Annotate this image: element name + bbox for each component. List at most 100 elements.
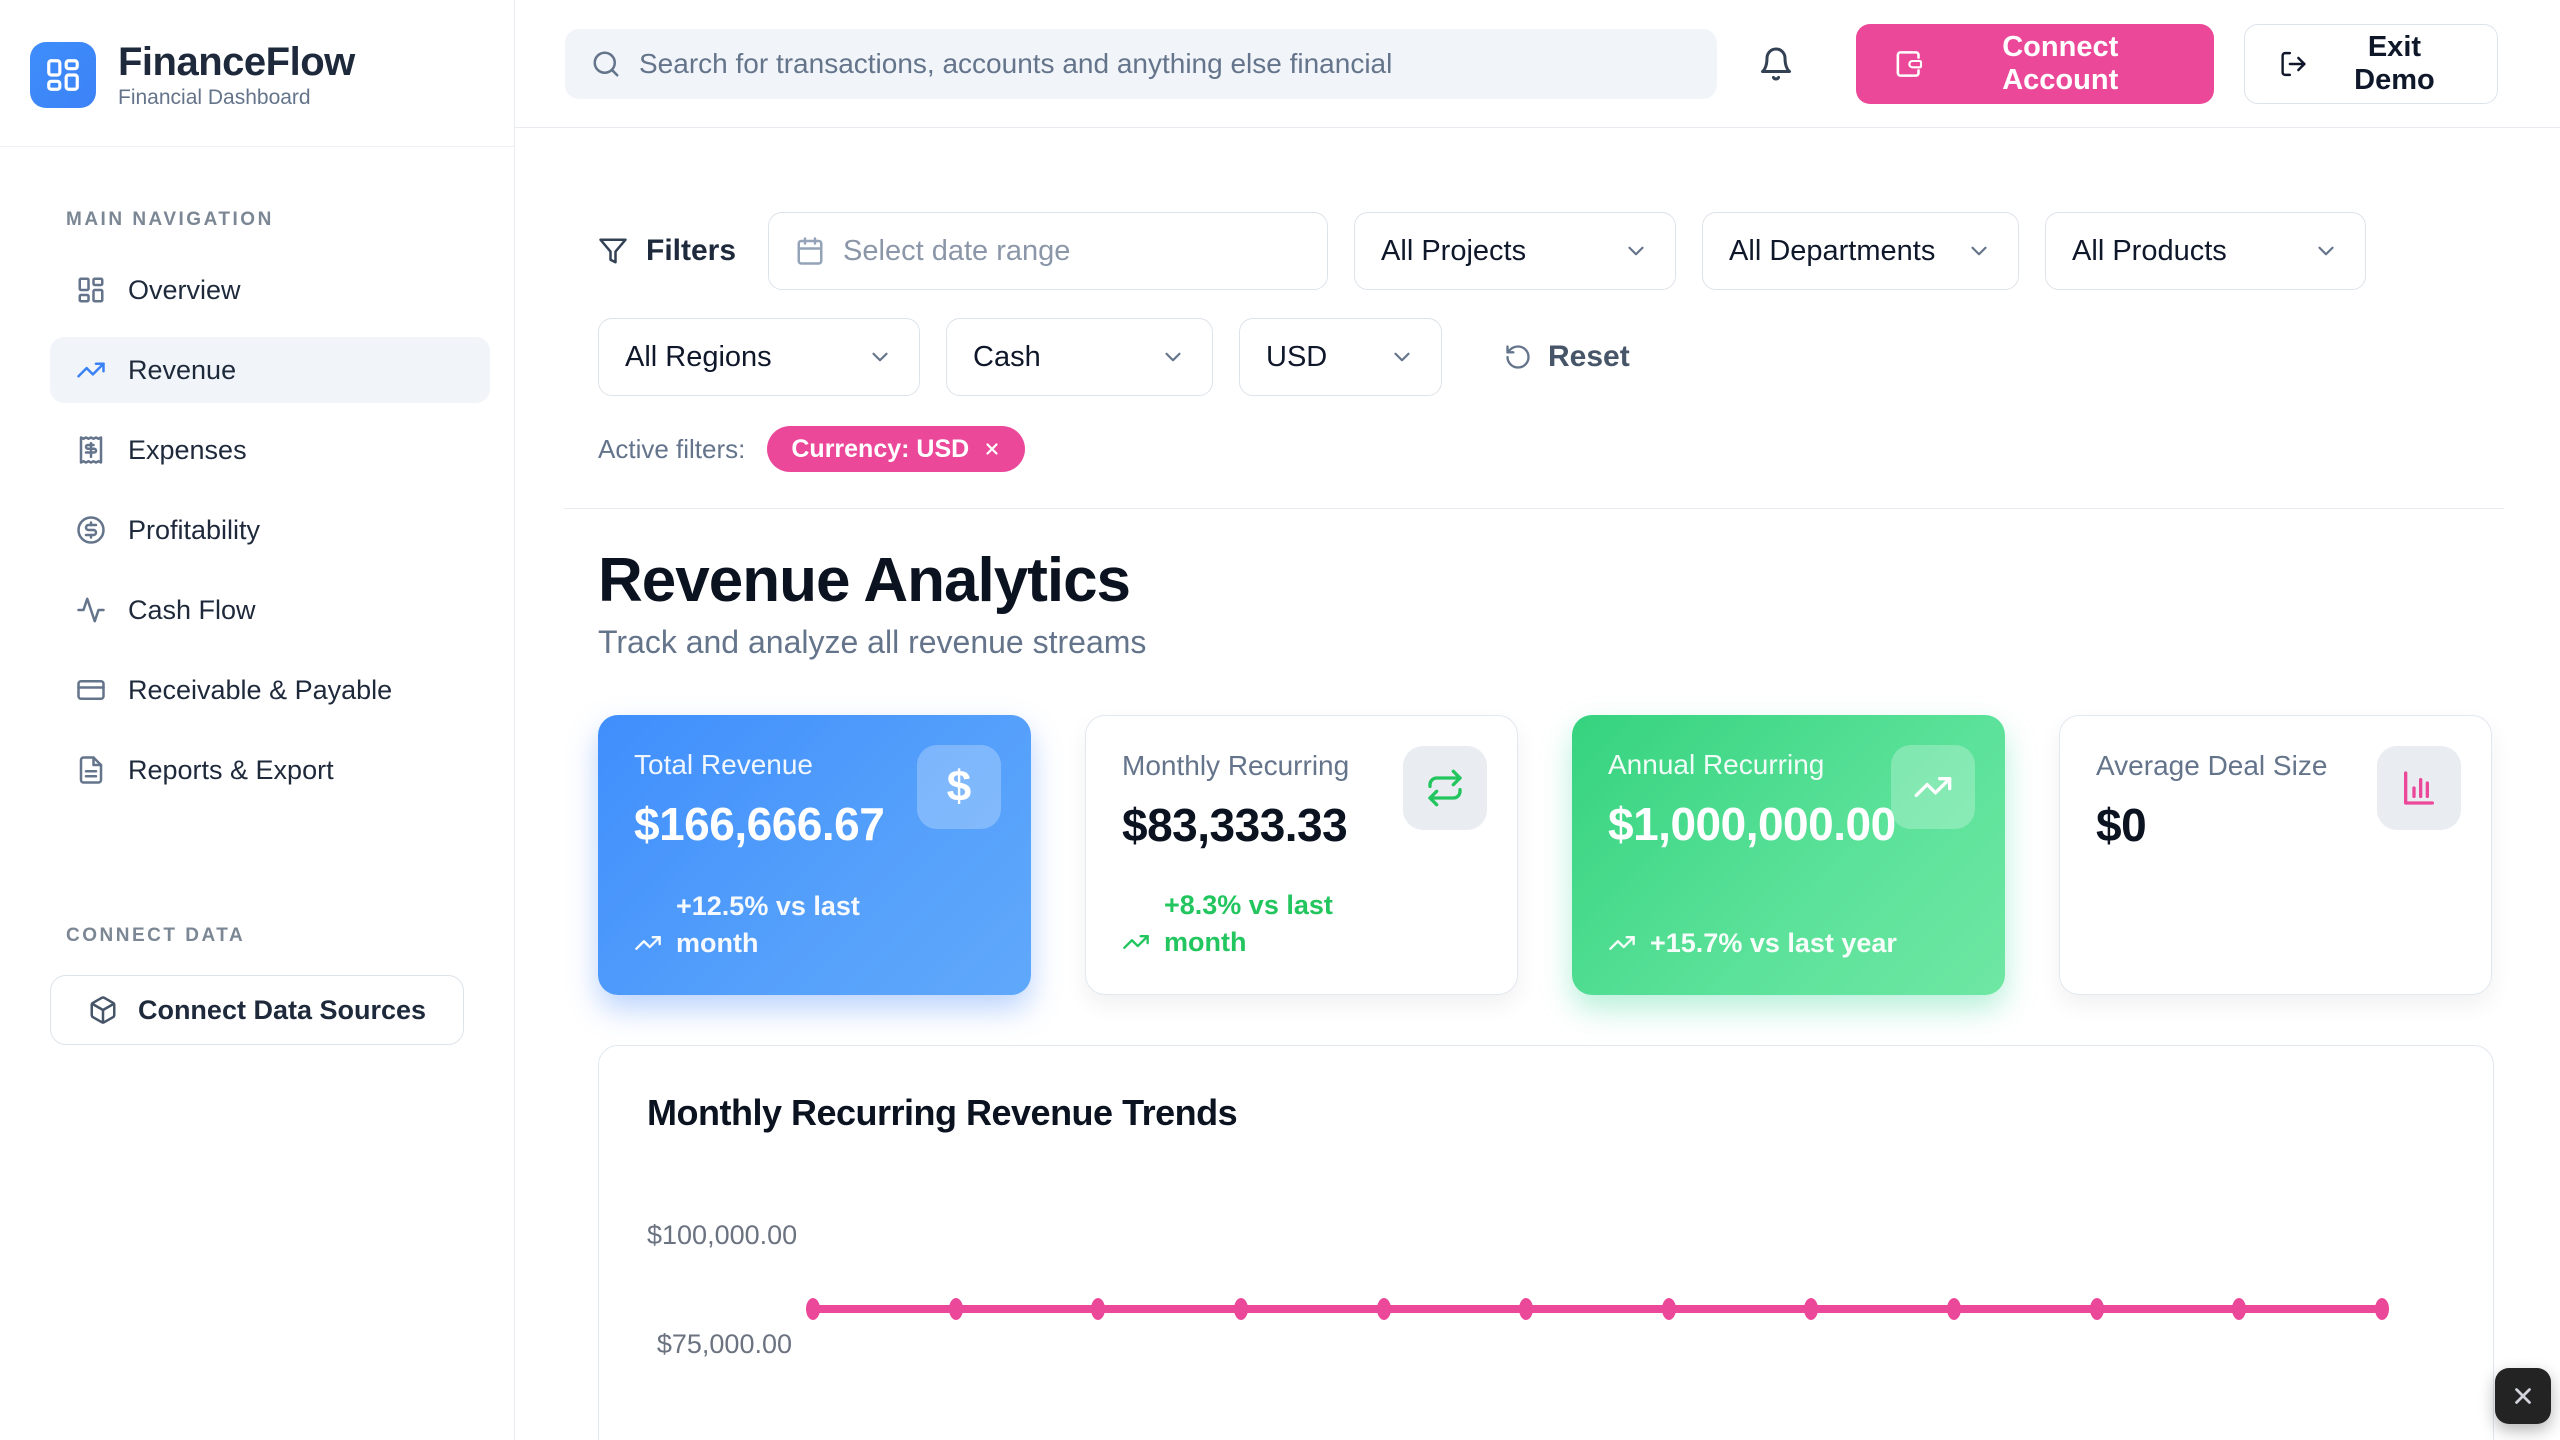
trending-up-icon bbox=[1891, 745, 1975, 829]
date-range-placeholder: Select date range bbox=[843, 234, 1071, 267]
credit-card-icon bbox=[76, 675, 106, 705]
repeat-icon bbox=[1403, 746, 1487, 830]
chart-title: Monthly Recurring Revenue Trends bbox=[647, 1092, 1238, 1133]
y-axis-tick-75000: $75,000.00 bbox=[656, 1329, 792, 1359]
log-out-icon bbox=[2281, 51, 2306, 76]
connect-account-label: Connect Account bbox=[2002, 30, 2119, 96]
chart-data-point bbox=[1947, 1298, 1961, 1320]
sidebar-item-label: Receivable & Payable bbox=[128, 674, 393, 705]
dollar-icon: $ bbox=[917, 745, 1001, 829]
main-navigation: Overview Revenue Expenses Profitability … bbox=[0, 257, 514, 817]
cube-icon bbox=[90, 996, 116, 1024]
page-title: Revenue Analytics bbox=[598, 546, 1131, 615]
account-type-filter-select[interactable]: Cash bbox=[946, 318, 1213, 396]
receipt-icon bbox=[76, 435, 106, 465]
connect-data-heading: CONNECT DATA bbox=[66, 925, 246, 946]
bar-chart-icon bbox=[2377, 746, 2461, 830]
reset-label: Reset bbox=[1548, 340, 1630, 373]
projects-filter-select[interactable]: All Projects bbox=[1354, 212, 1677, 290]
global-search[interactable] bbox=[565, 28, 1717, 99]
metric-label: Annual Recurring bbox=[1608, 749, 1825, 780]
app-subtitle: Financial Dashboard bbox=[118, 86, 311, 109]
search-icon bbox=[593, 51, 619, 76]
connect-account-button[interactable]: Connect Account bbox=[1855, 23, 2214, 104]
active-filter-chip-currency[interactable]: Currency: USD bbox=[767, 426, 1026, 472]
section-divider bbox=[564, 508, 2504, 509]
remove-filter-x-icon[interactable] bbox=[983, 440, 1001, 458]
activity-icon bbox=[76, 595, 106, 625]
chart-data-point bbox=[2232, 1298, 2247, 1320]
sidebar-item-overview[interactable]: Overview bbox=[50, 257, 490, 323]
sidebar-item-label: Profitability bbox=[128, 514, 261, 545]
metric-label: Total Revenue bbox=[634, 749, 814, 780]
chart-data-point bbox=[1091, 1298, 1106, 1320]
layout-dashboard-icon bbox=[76, 275, 106, 305]
nav-section-heading: MAIN NAVIGATION bbox=[66, 209, 274, 230]
calendar-icon bbox=[797, 237, 823, 265]
metric-change: +12.5% vs last month bbox=[634, 888, 934, 961]
chevron-down-icon bbox=[1165, 352, 1181, 362]
date-range-picker[interactable]: Select date range bbox=[768, 212, 1329, 290]
metric-change: +15.7% vs last year bbox=[1608, 925, 1988, 961]
sidebar: FinanceFlow Financial Dashboard MAIN NAV… bbox=[0, 0, 515, 1440]
products-filter-select[interactable]: All Products bbox=[2045, 212, 2367, 290]
notifications-bell-icon[interactable] bbox=[1755, 42, 1798, 86]
chevron-down-icon bbox=[1394, 352, 1410, 362]
trending-up-icon bbox=[635, 936, 661, 950]
departments-filter-select[interactable]: All Departments bbox=[1702, 212, 2020, 290]
regions-filter-select[interactable]: All Regions bbox=[598, 318, 920, 396]
chevron-down-icon bbox=[2318, 246, 2334, 256]
sidebar-item-revenue[interactable]: Revenue bbox=[50, 337, 490, 403]
metric-value: $0 bbox=[2096, 799, 2147, 851]
currency-filter-select[interactable]: USD bbox=[1239, 318, 1442, 396]
page-subtitle: Track and analyze all revenue streams bbox=[598, 624, 1147, 660]
chart-data-point bbox=[2089, 1298, 2104, 1320]
exit-demo-label: Exit Demo bbox=[2354, 30, 2435, 96]
floating-close-button[interactable] bbox=[2495, 1368, 2551, 1424]
metric-card-total-revenue: Total Revenue $166,666.67 +12.5% vs last… bbox=[598, 715, 1031, 995]
chip-label: Currency: USD bbox=[791, 434, 970, 463]
main-area: Connect Account Exit Demo Filters Select… bbox=[515, 0, 2560, 1440]
sidebar-item-expenses[interactable]: Expenses bbox=[50, 417, 490, 483]
filter-icon bbox=[599, 238, 627, 264]
exit-demo-button[interactable]: Exit Demo bbox=[2243, 23, 2498, 104]
connect-data-sources-button[interactable]: Connect Data Sources bbox=[50, 975, 464, 1045]
chevron-down-icon bbox=[1971, 246, 1987, 256]
trending-up-icon bbox=[76, 355, 106, 385]
active-filters-row: Active filters: Currency: USD bbox=[598, 426, 2494, 472]
y-axis-tick-100000: $100,000.00 bbox=[647, 1220, 798, 1250]
metric-label: Average Deal Size bbox=[2096, 750, 2328, 781]
sidebar-item-label: Overview bbox=[128, 274, 241, 305]
sidebar-item-label: Revenue bbox=[128, 354, 237, 385]
chart-data-point bbox=[948, 1298, 963, 1320]
sidebar-item-profitability[interactable]: Profitability bbox=[50, 497, 490, 563]
chart-data-point bbox=[1661, 1298, 1676, 1320]
sidebar-item-cash-flow[interactable]: Cash Flow bbox=[50, 577, 490, 643]
chart-data-point bbox=[2374, 1298, 2389, 1320]
rotate-ccw-icon bbox=[1506, 345, 1530, 369]
trending-up-icon bbox=[1123, 935, 1149, 949]
active-filters-label: Active filters: bbox=[598, 433, 746, 464]
sidebar-item-label: Expenses bbox=[128, 434, 247, 465]
circle-dollar-icon bbox=[76, 515, 106, 545]
chart-line bbox=[806, 1298, 2389, 1320]
top-bar: Connect Account Exit Demo bbox=[515, 0, 2560, 128]
filters-row-2: All Regions Cash USD Reset bbox=[598, 318, 2494, 396]
metric-label: Monthly Recurring bbox=[1122, 750, 1350, 781]
filters-heading: Filters bbox=[598, 234, 736, 268]
close-x-icon bbox=[2515, 1388, 2531, 1404]
search-input[interactable] bbox=[639, 47, 1691, 80]
chart-data-point bbox=[1519, 1298, 1534, 1320]
file-text-icon bbox=[76, 755, 106, 785]
metric-value: $1,000,000.00 bbox=[1608, 798, 1896, 850]
metric-change: +8.3% vs last month bbox=[1122, 887, 1422, 960]
layout-dashboard-icon bbox=[47, 59, 79, 91]
metric-cards: Total Revenue $166,666.67 +12.5% vs last… bbox=[598, 715, 2494, 995]
wallet-icon bbox=[1896, 50, 1922, 77]
page-content: Filters Select date range All Projects A… bbox=[515, 128, 2560, 1440]
reset-filters-button[interactable]: Reset bbox=[1504, 340, 1630, 374]
mrr-trends-chart-card: Monthly Recurring Revenue Trends $100,00… bbox=[598, 1045, 2494, 1440]
metric-value: $166,666.67 bbox=[634, 798, 885, 850]
sidebar-item-reports-export[interactable]: Reports & Export bbox=[50, 737, 490, 803]
sidebar-item-receivable-payable[interactable]: Receivable & Payable bbox=[50, 657, 490, 723]
